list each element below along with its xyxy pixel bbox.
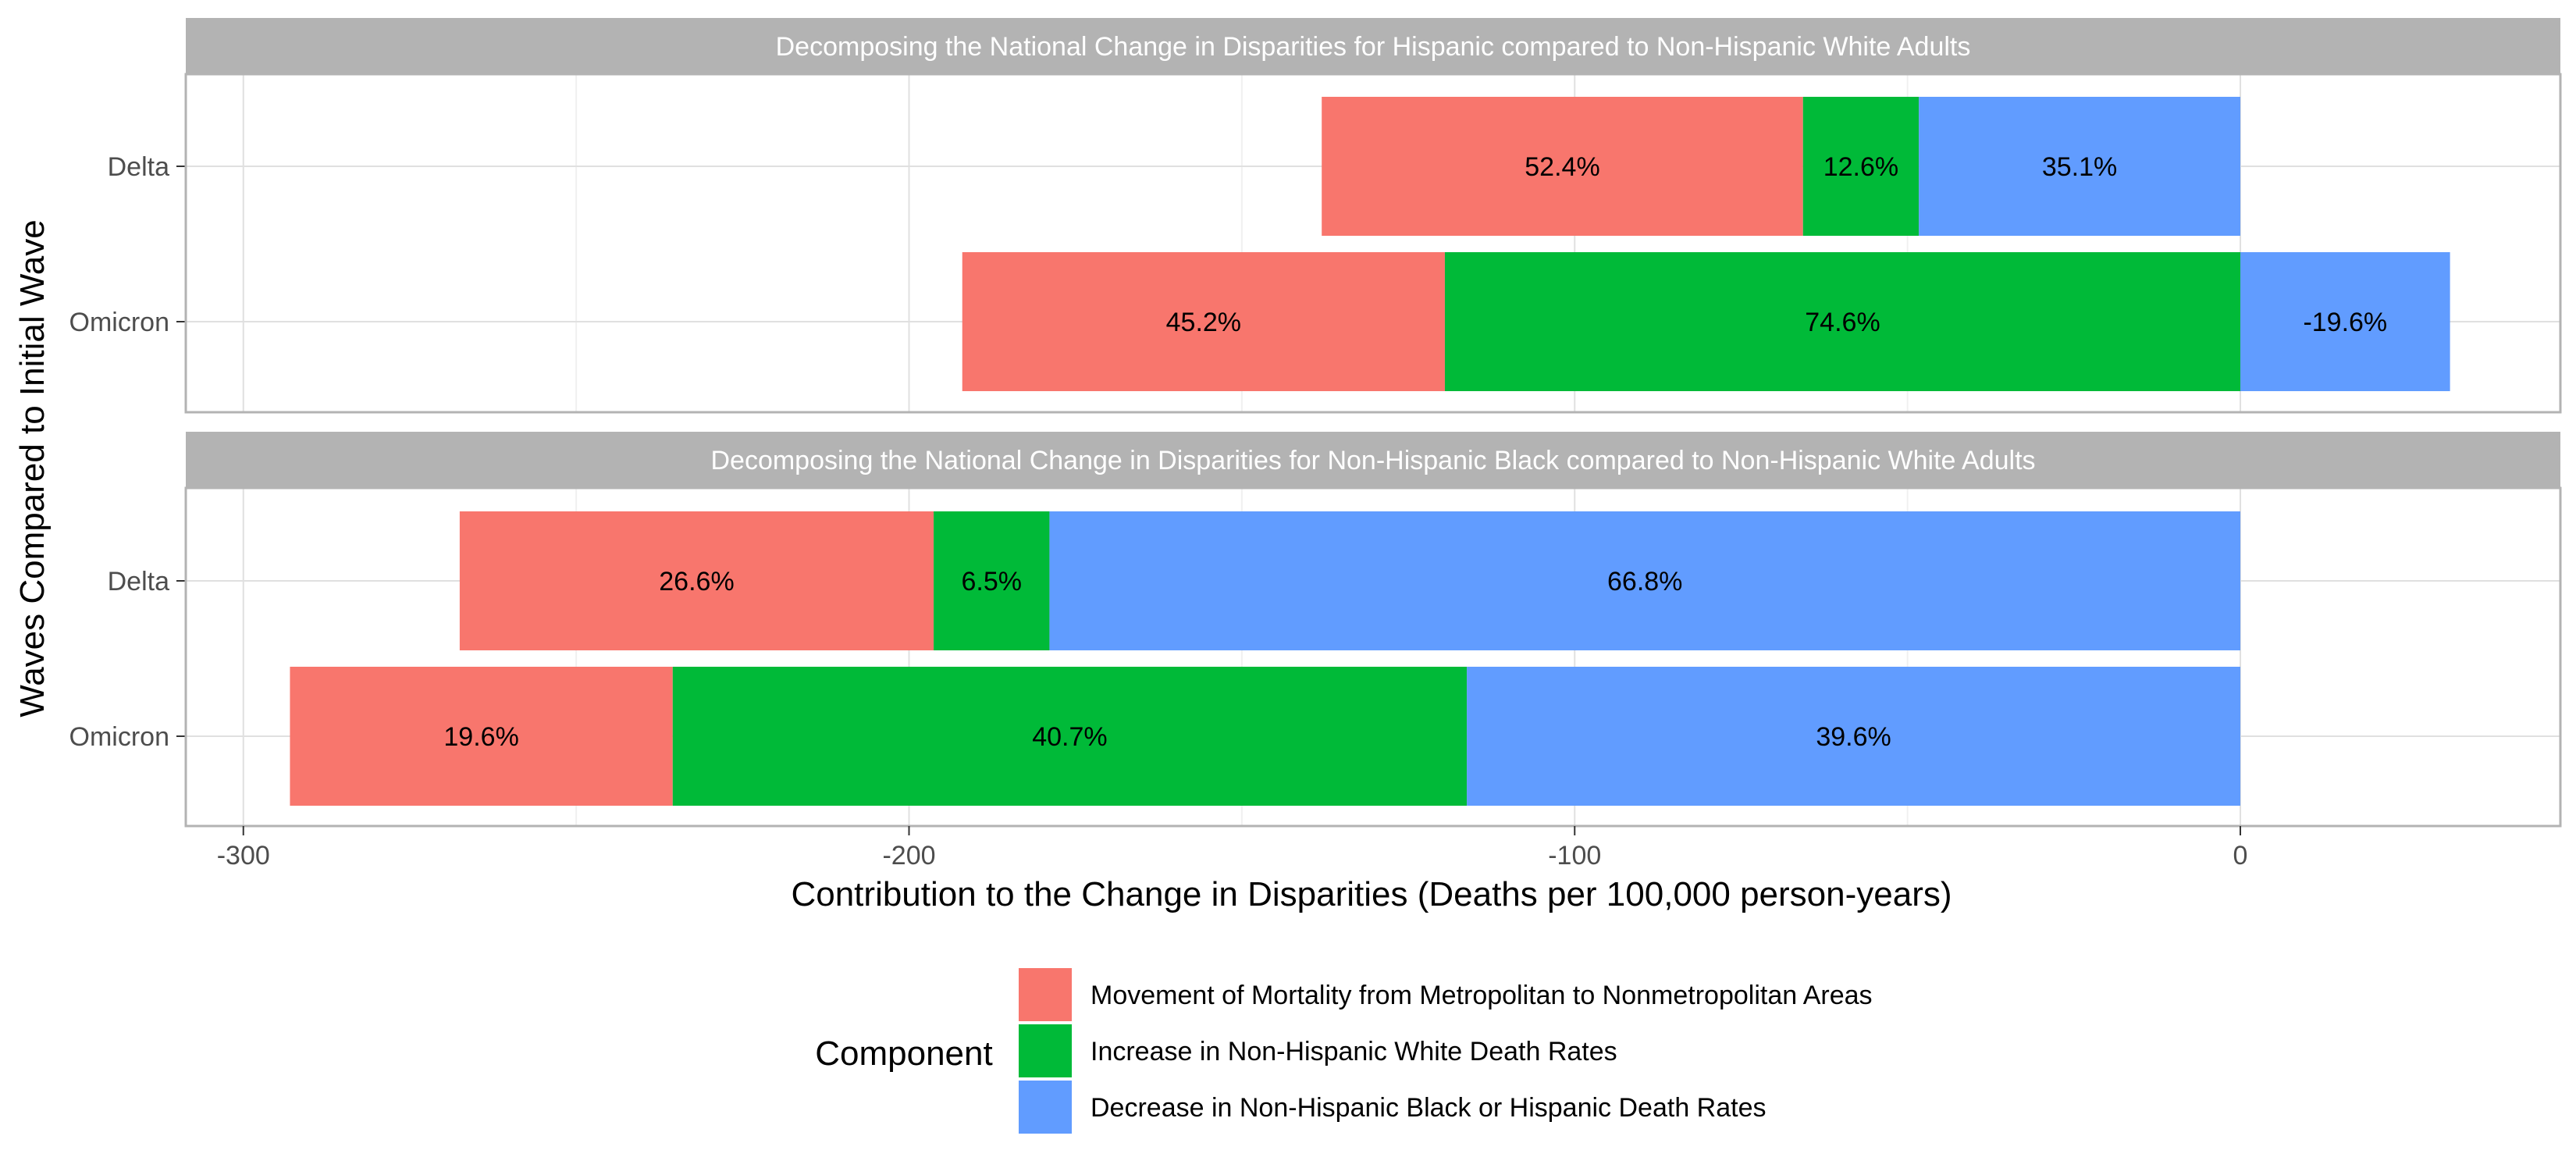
bar-data-label: 19.6% [443, 722, 518, 752]
legend-label: Decrease in Non-Hispanic Black or Hispan… [1091, 1093, 1767, 1123]
legend: Movement of Mortality from Metropolitan … [1019, 968, 1873, 1134]
bar-segment-omicron-2 [672, 667, 1468, 806]
bar-data-label: 35.1% [2042, 152, 2117, 182]
bar-data-label: 45.2% [1166, 308, 1241, 337]
bar-segment-omicron-1 [290, 667, 673, 806]
facet-panel-1: 52.4% 12.6% 35.1% Delta 45.2% 74.6% -19.6% Omic… [69, 18, 2562, 414]
bar-data-label: 66.8% [1607, 567, 1682, 596]
facet-strip-title: Decomposing the National Change in Dispa… [776, 32, 1971, 62]
legend-key-1 [1019, 968, 1072, 1021]
bar-segment-omicron-3 [2240, 252, 2450, 391]
legend-key-3 [1019, 1081, 1072, 1134]
bar-data-label: 52.4% [1525, 152, 1599, 182]
bar-data-label: 74.6% [1805, 308, 1880, 337]
facet-strip [186, 432, 2560, 488]
bar-data-label: 6.5% [961, 567, 1022, 596]
legend-key-2 [1019, 1024, 1072, 1077]
bar-segment-omicron-3 [1467, 667, 2240, 806]
y-tick-label: Delta [108, 152, 169, 182]
bar-segment-omicron-2 [1444, 252, 2240, 391]
y-tick-label: Omicron [69, 722, 169, 752]
bar-data-label: 40.7% [1032, 722, 1107, 752]
facet-strip [186, 18, 2560, 74]
legend-title: Component [815, 1034, 992, 1073]
facet-panel-2: 26.6% 6.5% 66.8% Delta 19.6% 40.7% 39.6% Omicro… [69, 432, 2562, 828]
facet-strip-title: Decomposing the National Change in Dispa… [710, 446, 2035, 475]
x-tick-label: -300 [217, 841, 270, 871]
bar-segment-delta-2 [934, 511, 1050, 650]
bar-segment-delta-1 [1322, 97, 1803, 236]
bar-data-label: -19.6% [2303, 308, 2387, 337]
bar-segment-delta-3 [1049, 511, 2240, 650]
x-tick-label: -200 [882, 841, 935, 871]
legend-label: Increase in Non-Hispanic White Death Rat… [1091, 1037, 1617, 1066]
x-tick-label: -100 [1548, 841, 1601, 871]
bar-data-label: 39.6% [1816, 722, 1891, 752]
bar-data-label: 26.6% [659, 567, 734, 596]
x-axis-title: Contribution to the Change in Disparitie… [791, 875, 1952, 913]
bar-segment-delta-1 [459, 511, 934, 650]
bar-data-label: 12.6% [1823, 152, 1898, 182]
bar-segment-delta-2 [1802, 97, 1920, 236]
x-tick-label: 0 [2233, 841, 2248, 871]
y-tick-label: Delta [108, 567, 169, 596]
bar-segment-omicron-1 [962, 252, 1445, 391]
bar-segment-delta-3 [1919, 97, 2240, 236]
y-axis-title: Waves Compared to Initial Wave [13, 219, 52, 717]
legend-label: Movement of Mortality from Metropolitan … [1091, 981, 1873, 1010]
plot-layer: 52.4% 12.6% 35.1% Delta 45.2% 74.6% -19.6% Omic… [69, 18, 2562, 1134]
y-tick-label: Omicron [69, 308, 169, 337]
